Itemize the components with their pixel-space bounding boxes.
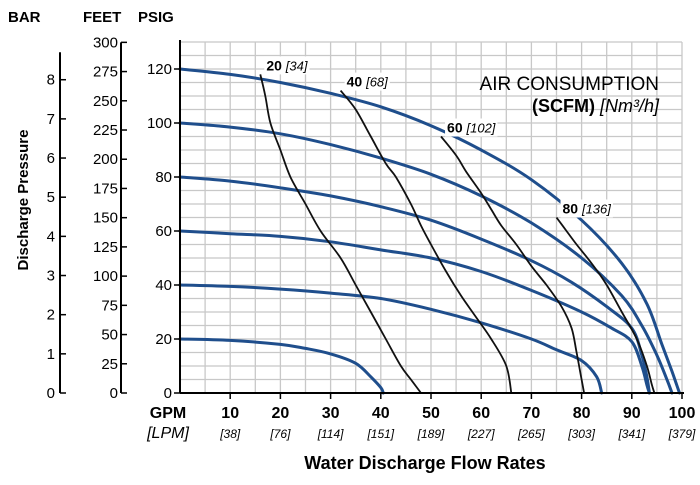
pressure-curve-100psig <box>178 121 674 395</box>
psig-tick-label: 120 <box>147 61 172 78</box>
air-curve-label-bg <box>445 118 498 137</box>
air-curve-label-nm3h: [136] <box>581 202 611 217</box>
feet-tick-label: 225 <box>93 122 118 139</box>
x-tick-label-lpm: [38] <box>219 427 241 441</box>
title-nm3h: [Nm³/h] <box>599 96 660 116</box>
feet-tick-label: 275 <box>93 64 118 81</box>
air-curve-label-bg <box>560 199 613 218</box>
pressure-curve-20psig <box>178 337 385 395</box>
air-curve-label-nm3h: [102] <box>466 121 496 136</box>
x-tick-label-lpm: [151] <box>366 427 394 441</box>
x-tick-label-lpm: [265] <box>517 427 545 441</box>
air-curve-label-scfm: 20 <box>266 57 285 73</box>
feet-tick-label: 250 <box>93 93 118 110</box>
feet-tick-label: 50 <box>101 327 118 344</box>
psig-tick-label: 80 <box>155 169 172 186</box>
air-curve-label: 60 [102] <box>447 120 496 136</box>
air-curve-40scfm <box>339 90 513 394</box>
air-curve-label-nm3h: [68] <box>365 75 388 90</box>
title-line2: (SCFM) [Nm³/h] <box>532 96 660 116</box>
pressure-curve-60psig <box>178 229 651 395</box>
x-unit-gpm: GPM <box>150 405 186 422</box>
psig-tick-label: 0 <box>164 385 172 402</box>
x-tick-label-gpm: 100 <box>669 405 696 422</box>
title-scfm: (SCFM) <box>532 96 595 116</box>
pressure-curve-40psig <box>178 283 604 395</box>
feet-tick-label: 75 <box>101 297 118 314</box>
psig-tick-label: 60 <box>155 223 172 240</box>
x-tick-label-lpm: [227] <box>467 427 495 441</box>
bar-tick-label: 6 <box>47 150 55 167</box>
air-curve-label-scfm: 40 <box>347 74 366 90</box>
x-tick-label-lpm: [114] <box>317 427 344 441</box>
bar-tick-label: 7 <box>47 111 55 128</box>
feet-tick-label: 200 <box>93 151 118 168</box>
psig-tick-label: 40 <box>155 277 172 294</box>
bar-tick-label: 3 <box>47 268 55 285</box>
bar-tick-label: 1 <box>47 346 55 363</box>
feet-tick-label: 100 <box>93 268 118 285</box>
psig-tick-label: 100 <box>147 115 172 132</box>
feet-tick-label: 175 <box>93 180 118 197</box>
air-curve-label-scfm: 60 <box>447 120 466 136</box>
pressure-curve-80psig <box>178 175 651 395</box>
pressure-curve-120psig <box>178 67 681 395</box>
feet-tick-label: 125 <box>93 239 118 256</box>
bar-tick-label: 5 <box>47 189 55 206</box>
curves: 20 [34] 40 [68] 60 [102] 80 [136] <box>178 56 681 395</box>
air-curve-label: 20 [34] <box>266 57 308 73</box>
bar-tick-label: 8 <box>47 72 55 89</box>
feet-tick-label: 0 <box>110 385 118 402</box>
bar-axis-header: BAR <box>8 9 41 26</box>
feet-tick-label: 300 <box>93 34 118 51</box>
air-curve-20scfm <box>259 74 422 394</box>
x-tick-label-gpm: 80 <box>573 405 591 422</box>
chart-title: AIR CONSUMPTION (SCFM) [Nm³/h] <box>480 74 660 116</box>
x-unit-lpm: [LPM] <box>146 425 189 442</box>
psig-tick-label: 20 <box>155 331 172 348</box>
x-tick-label-gpm: 50 <box>422 405 440 422</box>
bar-tick-label: 4 <box>47 228 55 245</box>
bar-tick-label: 0 <box>47 385 55 402</box>
x-tick-label-gpm: 20 <box>272 405 290 422</box>
axes: BAR FEET PSIG Discharge Pressure GPM [LP… <box>8 9 696 473</box>
x-tick-label-gpm: 90 <box>623 405 641 422</box>
x-tick-label-lpm: [379] <box>668 427 696 441</box>
psig-axis-header: PSIG <box>138 9 174 26</box>
air-curve-label-scfm: 80 <box>563 201 582 217</box>
x-tick-label-lpm: [76] <box>269 427 291 441</box>
air-curve-label-nm3h: [34] <box>285 58 308 73</box>
x-tick-label-gpm: 60 <box>472 405 490 422</box>
x-tick-label-gpm: 10 <box>221 405 239 422</box>
x-axis-title: Water Discharge Flow Rates <box>304 453 545 473</box>
x-tick-label-lpm: [303] <box>567 427 595 441</box>
air-curve-80scfm <box>555 216 656 394</box>
feet-tick-label: 25 <box>101 356 118 373</box>
y-axis-title: Discharge Pressure <box>15 130 32 271</box>
x-tick-label-lpm: [189] <box>417 427 445 441</box>
x-tick-label-gpm: 30 <box>322 405 340 422</box>
air-curve-label: 80 [136] <box>563 201 612 217</box>
x-tick-label-gpm: 40 <box>372 405 390 422</box>
air-curve-60scfm <box>440 135 585 394</box>
x-tick-label-gpm: 70 <box>523 405 541 422</box>
title-line1: AIR CONSUMPTION <box>480 74 659 95</box>
air-curve-label-bg <box>344 72 390 91</box>
air-curve-label: 40 [68] <box>347 74 389 90</box>
x-tick-label-lpm: [341] <box>617 427 645 441</box>
air-curve-label-bg <box>264 56 310 75</box>
feet-tick-label: 150 <box>93 210 118 227</box>
feet-axis-header: FEET <box>83 9 121 26</box>
grid <box>180 41 683 393</box>
bar-tick-label: 2 <box>47 307 55 324</box>
